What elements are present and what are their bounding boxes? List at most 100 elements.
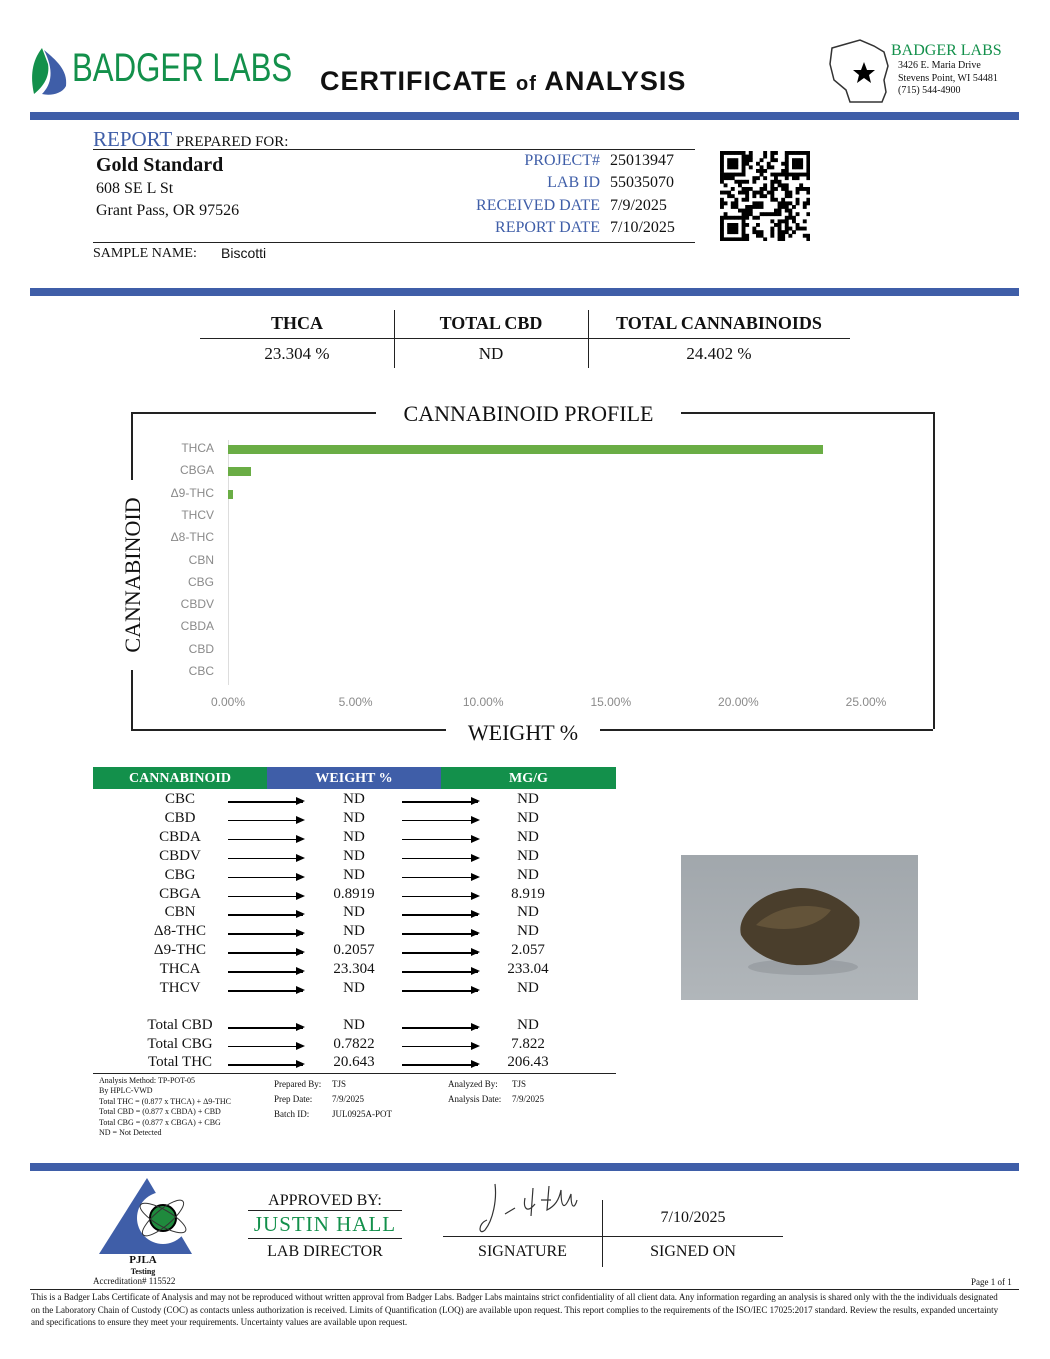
table-row: CBGA 0.8919 8.919	[93, 886, 616, 905]
summary-label: TOTAL CANNABINOIDS	[616, 313, 822, 333]
cannabinoid-name: Δ9-THC	[153, 942, 207, 959]
y-label-mask	[120, 480, 150, 670]
weight-percent: 20.643	[333, 1054, 375, 1071]
client-address-2: Grant Pass, OR 97526	[96, 202, 240, 219]
arrow-icon	[228, 854, 305, 861]
divider-bar	[30, 288, 1019, 296]
cannabinoid-name: Total CBG	[147, 1035, 213, 1052]
pjla-accreditation-logo-icon	[99, 1178, 192, 1254]
divider-bar	[30, 1163, 1019, 1171]
analysis-date: 7/9/2025	[512, 1094, 545, 1104]
x-tick-label: 5.00%	[338, 695, 373, 709]
category-label: CBDV	[180, 597, 214, 612]
method-note: Total CBG = (0.877 x CBGA) + CBG	[99, 1117, 221, 1127]
approved-by-label: APPROVED BY:	[268, 1192, 382, 1209]
arrow-icon	[402, 816, 480, 823]
batch-id: JUL0925A-POT	[332, 1109, 392, 1119]
table-row: THCV ND ND	[93, 980, 616, 999]
mg-per-g: ND	[517, 828, 539, 845]
weight-percent: 23.304	[333, 961, 375, 978]
mg-per-g: ND	[517, 923, 539, 940]
column-header: WEIGHT %	[267, 767, 441, 789]
label: Prep Date:	[274, 1094, 313, 1104]
table-row: CBDA ND ND	[93, 829, 616, 848]
title-part: ANALYSIS	[544, 66, 687, 96]
report-word: REPORT	[93, 127, 173, 151]
label: Prepared By:	[274, 1079, 322, 1089]
pjla-label: PJLA	[129, 1254, 157, 1266]
rule	[200, 338, 850, 339]
table-row: THCA 23.304 233.04	[93, 961, 616, 980]
cannabinoid-name: CBG	[164, 866, 196, 883]
arrow-icon	[228, 987, 305, 993]
cannabis-bud-image	[740, 888, 860, 975]
summary-value: 23.304 %	[264, 344, 330, 363]
bar-Δ9-THC	[228, 489, 234, 499]
arrow-icon	[402, 854, 480, 861]
method-note: ND = Not Detected	[99, 1128, 162, 1138]
weight-percent: ND	[343, 809, 365, 826]
category-label: Δ9-THC	[170, 485, 214, 500]
mg-per-g: ND	[517, 809, 539, 826]
rule	[248, 1210, 402, 1211]
table-row: Δ9-THC 0.2057 2.057	[93, 942, 616, 961]
signed-date: 7/10/2025	[660, 1209, 726, 1226]
arrow-icon	[402, 949, 480, 956]
arrow-icon	[228, 949, 305, 956]
arrow-icon	[402, 798, 480, 804]
document-title: CERTIFICATE of ANALYSIS	[320, 66, 686, 97]
arrow-icon	[402, 1061, 480, 1068]
lab-name: BADGER LABS	[891, 42, 1002, 59]
signed-on-label: SIGNED ON	[650, 1243, 736, 1260]
summary-value: 24.402 %	[686, 344, 752, 363]
prep-date: 7/9/2025	[332, 1094, 365, 1104]
weight-percent: ND	[343, 904, 365, 921]
prepared-for-label: PREPARED FOR:	[176, 134, 289, 150]
mg-per-g: 206.43	[507, 1054, 549, 1071]
arrow-icon	[402, 835, 480, 842]
title-part: of	[516, 73, 537, 95]
column-header: CANNABINOID	[93, 767, 267, 789]
report-prepared-for: REPORT PREPARED FOR:	[93, 127, 288, 152]
accreditation-number: Accreditation# 115522	[93, 1276, 176, 1286]
table-row: CBC ND ND	[93, 791, 616, 810]
x-tick-label: 25.00%	[845, 695, 887, 709]
rule	[93, 149, 695, 150]
category-label: THCA	[181, 441, 214, 455]
table-row: CBN ND ND	[93, 904, 616, 923]
weight-percent: ND	[343, 847, 365, 864]
cannabinoid-name: CBGA	[159, 885, 201, 902]
x-tick-label: 10.00%	[462, 695, 504, 709]
page-number: Page 1 of 1	[971, 1277, 1012, 1287]
rule	[131, 729, 446, 731]
weight-percent: 0.7822	[333, 1035, 375, 1052]
field-label: REPORT DATE	[495, 218, 600, 236]
rule	[93, 1073, 616, 1074]
field-value: 25013947	[610, 152, 674, 169]
client-address-1: 608 SE L St	[96, 180, 174, 197]
table-row: CBD ND ND	[93, 810, 616, 829]
arrow-icon	[228, 1061, 305, 1068]
y-axis-line	[228, 440, 229, 685]
weight-percent: 0.8919	[333, 885, 375, 902]
arrow-icon	[228, 873, 305, 880]
arrow-icon	[228, 892, 305, 899]
category-label: CBDA	[180, 619, 214, 634]
weight-percent: ND	[343, 923, 365, 940]
arrow-icon	[228, 1024, 305, 1030]
category-label: CBN	[188, 552, 214, 567]
label: Analysis Date:	[448, 1094, 502, 1104]
category-label: CBD	[188, 641, 214, 656]
arrow-icon	[228, 798, 305, 804]
divider	[602, 1200, 603, 1267]
arrow-icon	[402, 1042, 480, 1049]
signature-image	[479, 1183, 578, 1233]
weight-percent: ND	[343, 791, 365, 807]
approver-title: LAB DIRECTOR	[267, 1243, 383, 1260]
rule	[248, 1238, 402, 1239]
arrow-icon	[228, 816, 305, 823]
signature-label: SIGNATURE	[478, 1243, 567, 1260]
rule	[131, 412, 376, 414]
prepared-by: TJS	[332, 1079, 347, 1089]
cannabinoid-name: CBN	[164, 904, 196, 921]
